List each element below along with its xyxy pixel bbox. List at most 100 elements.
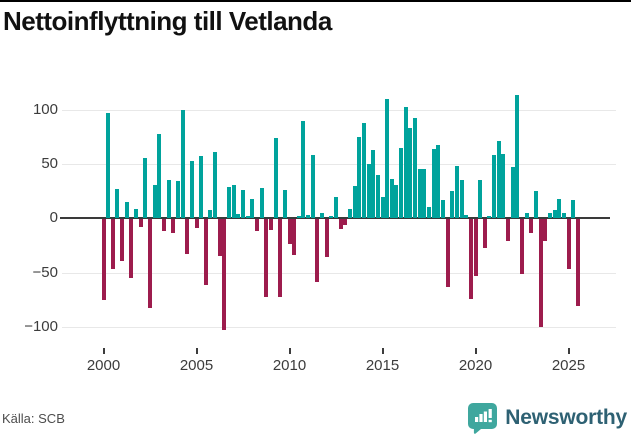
bar <box>231 184 236 219</box>
bar <box>445 219 450 287</box>
bar <box>343 219 348 225</box>
bar <box>352 185 357 219</box>
bar <box>213 152 218 219</box>
bar <box>427 207 431 219</box>
x-axis-label: 2000 <box>86 357 121 374</box>
bar <box>320 212 325 219</box>
bar <box>180 109 185 219</box>
x-axis-label: 2005 <box>179 357 214 374</box>
bar <box>501 154 506 219</box>
x-axis-label: 2015 <box>365 357 400 374</box>
bar <box>454 166 459 219</box>
bar <box>552 209 557 219</box>
bar <box>203 219 208 286</box>
bar <box>366 164 371 219</box>
bar <box>403 106 408 219</box>
bar <box>110 219 115 270</box>
y-axis-label: −50 <box>32 263 58 281</box>
bar <box>543 219 548 241</box>
bar <box>394 184 399 219</box>
plot-area <box>60 90 616 342</box>
bar <box>492 155 497 219</box>
bar <box>101 219 106 300</box>
bar <box>189 160 194 219</box>
bar <box>161 219 166 232</box>
gridline <box>62 326 616 328</box>
bar <box>259 187 264 219</box>
bar <box>380 196 385 219</box>
bar <box>515 94 520 219</box>
bar <box>324 219 329 258</box>
bar <box>357 136 362 219</box>
bar <box>241 190 245 219</box>
bar <box>185 219 190 255</box>
bar <box>417 169 422 219</box>
bar <box>250 198 255 219</box>
bar <box>408 128 413 219</box>
bar <box>129 219 134 278</box>
bar <box>431 148 436 219</box>
bar <box>245 216 250 219</box>
bar <box>329 216 334 219</box>
bar <box>422 169 427 219</box>
gridline <box>62 164 616 166</box>
bar <box>524 212 529 219</box>
bar <box>440 199 445 219</box>
bar <box>334 196 338 219</box>
bar <box>538 219 543 327</box>
bar <box>254 219 259 232</box>
x-axis-label: 2020 <box>458 357 493 374</box>
bar <box>264 219 269 298</box>
bar <box>436 144 441 219</box>
bar <box>310 155 315 219</box>
bar <box>120 219 125 261</box>
bar <box>315 219 320 283</box>
bar <box>278 219 283 298</box>
bar <box>510 167 515 219</box>
bar <box>482 219 487 248</box>
page-title: Nettoinflyttning till Vetlanda <box>3 6 332 36</box>
bar <box>338 219 343 230</box>
bar <box>478 180 483 219</box>
bar <box>520 219 524 274</box>
source-label: Källa: SCB <box>2 411 65 426</box>
x-axis-label: 2025 <box>551 357 586 374</box>
bar <box>166 180 171 219</box>
zero-axis-line <box>60 217 610 220</box>
bar <box>301 120 306 219</box>
newsworthy-wordmark: Newsworthy <box>505 406 627 429</box>
bar <box>464 215 469 219</box>
x-axis-tick <box>102 348 105 354</box>
bar <box>371 149 376 219</box>
bar <box>413 118 418 219</box>
bar <box>292 219 297 256</box>
bar <box>496 141 501 219</box>
bar <box>157 133 162 219</box>
bar <box>222 219 227 330</box>
bar <box>506 219 511 241</box>
bar <box>134 208 139 219</box>
bar <box>566 219 571 270</box>
bar <box>227 186 232 219</box>
bar <box>375 174 380 219</box>
bar <box>575 219 580 307</box>
bar-chart-speech-bubble-icon <box>468 402 498 434</box>
bar <box>175 181 180 219</box>
bar <box>199 156 204 219</box>
x-axis-tick <box>195 348 198 354</box>
x-axis-tick <box>288 348 291 354</box>
bar <box>171 219 176 234</box>
bar <box>450 191 455 219</box>
bar <box>533 191 538 219</box>
bar <box>106 113 111 219</box>
y-axis-label: −100 <box>24 317 58 335</box>
bar <box>287 219 292 245</box>
bar <box>152 184 157 219</box>
bar <box>385 98 390 219</box>
bar <box>273 138 278 219</box>
bar <box>529 219 534 234</box>
newsworthy-logo[interactable]: Newsworthy <box>468 401 627 435</box>
bar <box>115 189 120 219</box>
bar <box>268 219 273 231</box>
y-axis-label: 100 <box>32 100 58 118</box>
